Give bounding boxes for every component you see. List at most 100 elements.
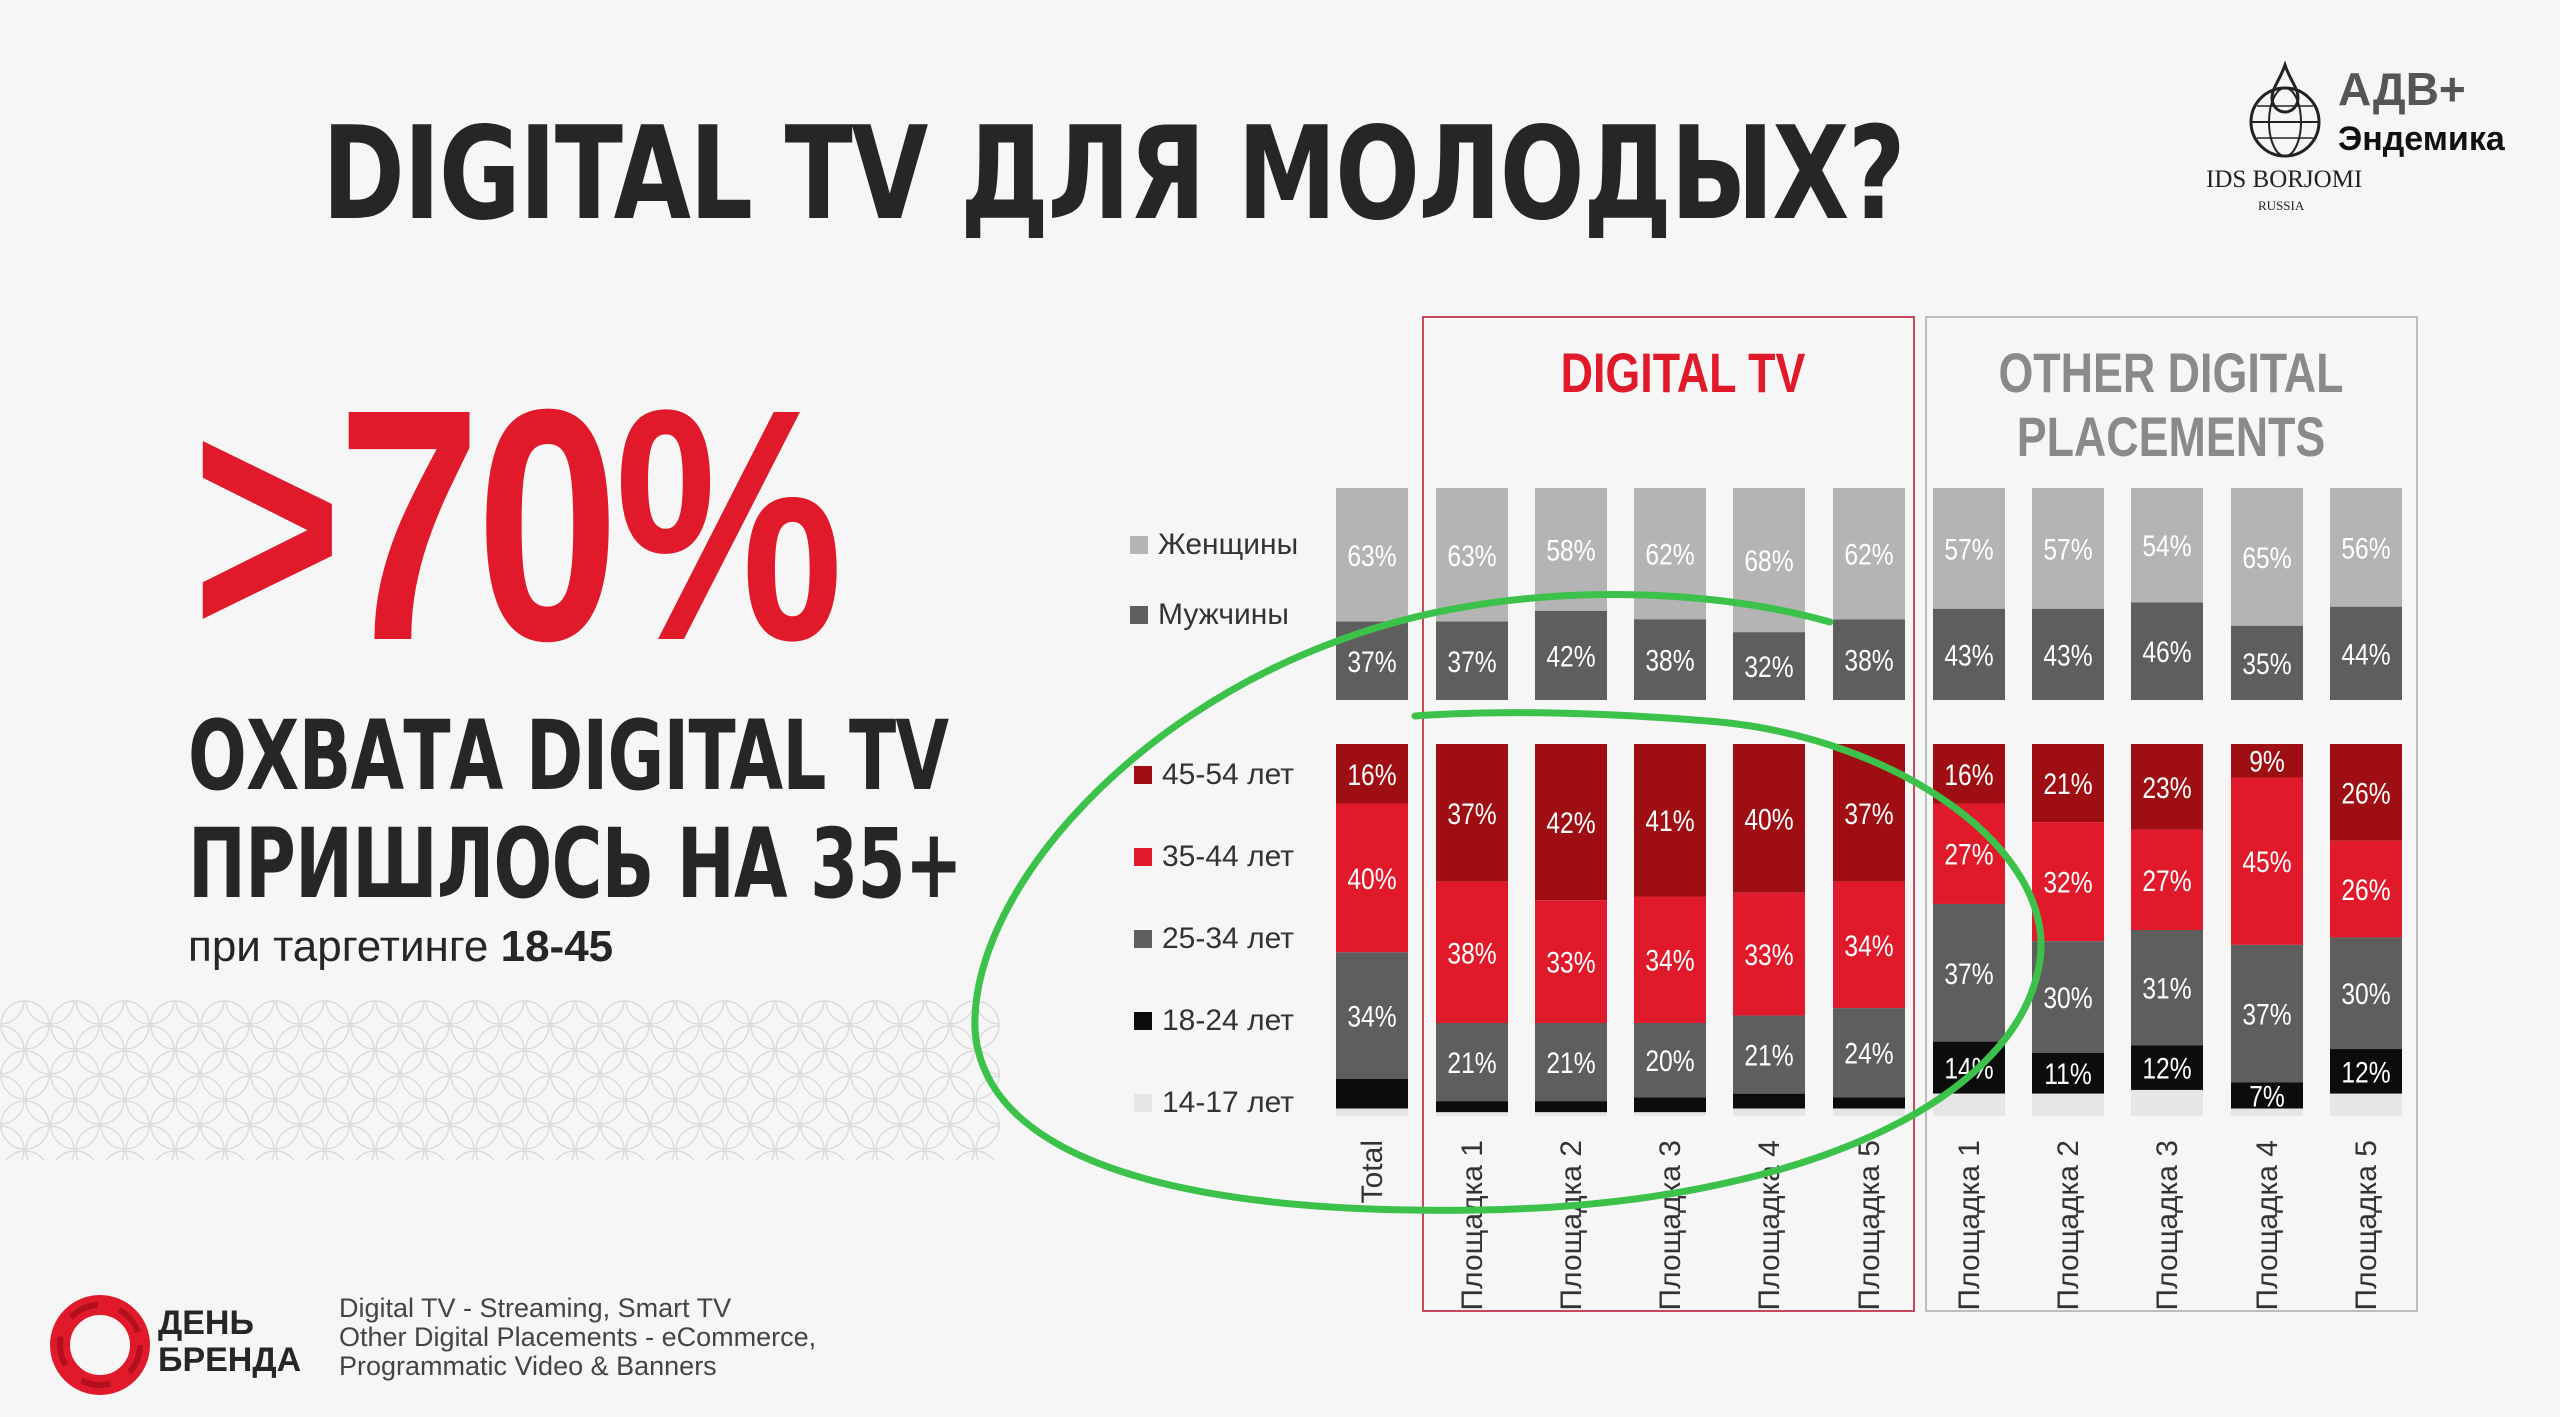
age-data-label: 40% [1744, 802, 1793, 836]
legend-swatch [1130, 536, 1148, 554]
age-data-label: 41% [1645, 804, 1694, 838]
age-bar-segment [2131, 1045, 2203, 1090]
footnote-line: Other Digital Placements - eCommerce, [339, 1322, 817, 1353]
green-annotation-ellipse [971, 590, 2045, 1214]
gender-data-label: 37% [1447, 644, 1496, 678]
gender-data-label: 38% [1645, 643, 1694, 677]
gender-data-label: 63% [1347, 538, 1396, 572]
age-bar-segment [1634, 896, 1706, 1023]
age-data-label: 42% [1546, 806, 1595, 840]
age-bar-segment [2231, 1082, 2303, 1109]
legend-label: 35-44 лет [1162, 840, 1294, 873]
gender-data-label: 63% [1447, 538, 1496, 572]
age-bar-segment [1436, 1112, 1508, 1116]
gender-data-label: 65% [2242, 541, 2291, 575]
category-tick-label: Площадка 1 [1953, 1140, 1986, 1310]
legend-label: Мужчины [1158, 598, 1289, 631]
legend-swatch [1134, 1012, 1152, 1030]
age-bar-segment [2131, 1089, 2203, 1116]
other-digital-box [1925, 316, 2418, 1312]
age-bar-segment [1336, 1108, 1408, 1116]
age-data-label: 20% [1645, 1044, 1694, 1078]
age-bar-segment [1634, 1112, 1706, 1116]
age-data-label: 33% [1744, 938, 1793, 972]
age-data-label: 16% [1944, 757, 1993, 791]
age-bar-segment [1933, 1093, 2005, 1116]
age-bar-segment [1336, 1078, 1408, 1109]
age-bar-segment [1436, 1101, 1508, 1113]
age-data-label: 38% [1447, 936, 1496, 970]
gender-data-label: 46% [2142, 635, 2191, 669]
headline-line1: ОХВАТА DIGITAL TV [188, 700, 949, 812]
age-bar-segment [1833, 1008, 1905, 1098]
age-bar-segment [2131, 744, 2203, 830]
headline-line2: ПРИШЛОСЬ НА 35+ [188, 808, 963, 920]
category-tick-label: Площадка 3 [1654, 1140, 1687, 1310]
big-percent: >70% [192, 340, 843, 709]
age-bar-segment [1336, 952, 1408, 1079]
age-bar-segment [1833, 881, 1905, 1009]
age-data-label: 32% [2043, 865, 2092, 899]
digital-tv-box [1422, 316, 1915, 1312]
legend-label: 18-24 лет [1162, 1004, 1294, 1037]
age-data-label: 12% [2341, 1055, 2390, 1089]
age-bar-segment [1733, 1093, 1805, 1109]
age-bar-segment [1336, 744, 1408, 804]
age-data-label: 11% [2044, 1057, 2091, 1091]
age-bar-segment [2032, 1052, 2104, 1094]
targeting-range: 18-45 [500, 922, 614, 971]
gender-bar-segment [2330, 488, 2402, 607]
age-bar-segment [1733, 744, 1805, 893]
age-data-label: 24% [1844, 1036, 1893, 1070]
group-title-other-line1: OTHER DIGITAL [1998, 341, 2343, 404]
gender-data-label: 43% [1944, 638, 1993, 672]
gender-data-label: 42% [1546, 639, 1595, 673]
age-bar-segment [1336, 803, 1408, 953]
age-bar-segment [2330, 840, 2402, 938]
gender-data-label: 68% [1744, 544, 1793, 578]
legend-swatch [1130, 606, 1148, 624]
age-bar-segment [1634, 1023, 1706, 1098]
age-data-label: 37% [1944, 956, 1993, 990]
age-data-label: 27% [1944, 837, 1993, 871]
age-data-label: 33% [1546, 945, 1595, 979]
age-data-label: 23% [2142, 770, 2191, 804]
partner-logo-line1: АДВ+ [2338, 63, 2466, 115]
age-bar-segment [2032, 941, 2104, 1053]
legend-swatch [1134, 766, 1152, 784]
age-bar-segment [1535, 744, 1607, 901]
gender-bar-segment [1833, 619, 1905, 700]
gender-bar-segment [1436, 621, 1508, 700]
gender-data-label: 57% [1944, 532, 1993, 566]
age-bar-segment [2330, 1093, 2402, 1116]
age-data-label: 12% [2142, 1051, 2191, 1085]
gender-data-label: 35% [2242, 647, 2291, 681]
age-bar-segment [2231, 944, 2303, 1083]
age-bar-segment [1833, 1108, 1905, 1116]
legend-label: 45-54 лет [1162, 758, 1294, 791]
gender-bar-segment [2231, 488, 2303, 626]
age-bar-segment [2032, 1093, 2104, 1116]
decorative-pattern [0, 1000, 1000, 1160]
age-bar-segment [2231, 777, 2303, 945]
gender-data-label: 56% [2341, 531, 2390, 565]
page-title: DIGITAL TV ДЛЯ МОЛОДЫХ? [322, 100, 1906, 249]
gender-data-label: 43% [2043, 638, 2092, 672]
age-bar-segment [2032, 744, 2104, 823]
category-tick-label: Площадка 2 [2052, 1140, 2085, 1310]
age-bar-segment [1933, 744, 2005, 804]
brand-line1: ДЕНЬ [158, 1304, 254, 1342]
age-bar-segment [2231, 744, 2303, 778]
age-data-label: 34% [1347, 999, 1396, 1033]
legend-label: Женщины [1158, 528, 1298, 561]
gender-bar-segment [2032, 608, 2104, 700]
gender-data-label: 37% [1347, 644, 1396, 678]
gender-bar-segment [2231, 625, 2303, 700]
partner-logo-line2: Эндемика [2338, 120, 2505, 158]
brand-line2: БРЕНДА [158, 1341, 302, 1380]
brand-name: ДЕНЬ БРЕНДА [158, 1304, 302, 1380]
group-title-other-line2: PLACEMENTS [2017, 405, 2326, 468]
age-bar-segment [1535, 1112, 1607, 1116]
age-data-label: 26% [2341, 873, 2390, 907]
